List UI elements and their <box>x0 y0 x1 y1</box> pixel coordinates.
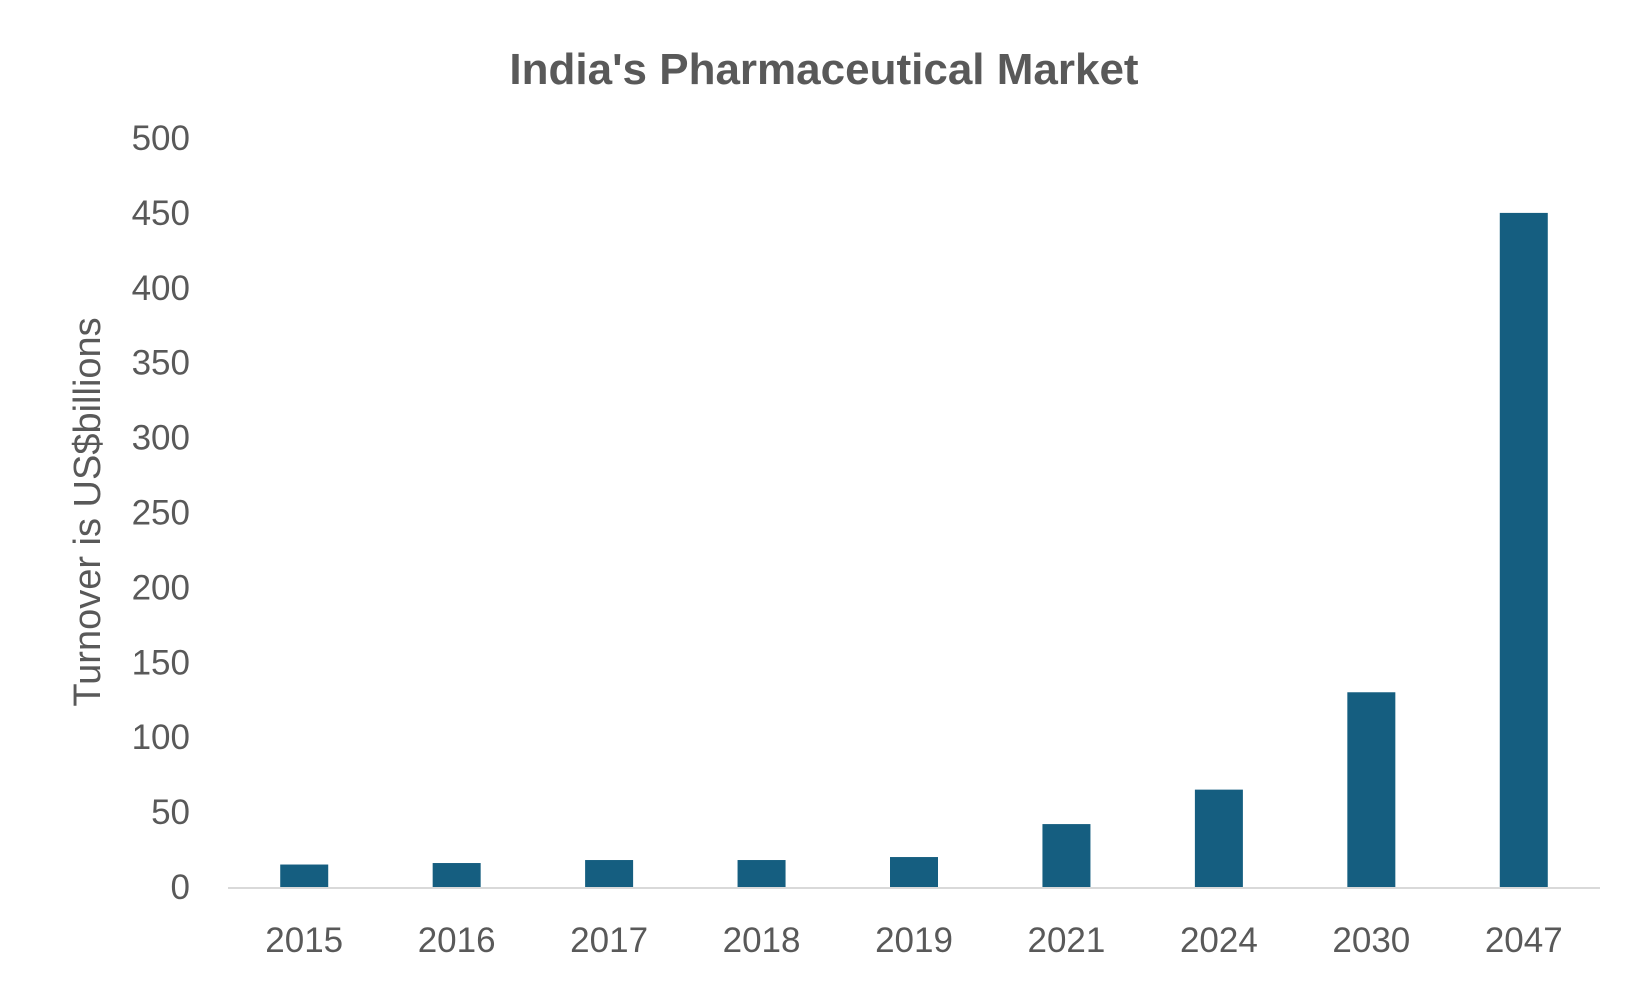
x-tick-label: 2017 <box>570 921 648 960</box>
bar-2015 <box>280 864 329 887</box>
y-tick-label: 0 <box>171 868 190 907</box>
bar-2024 <box>1194 789 1243 887</box>
x-tick-label: 2018 <box>723 921 801 960</box>
y-tick-label: 400 <box>132 269 190 308</box>
y-tick-label: 450 <box>132 194 190 233</box>
bar-2017 <box>585 860 634 887</box>
y-tick-label: 250 <box>132 494 190 533</box>
y-axis-label: Turnover is US$billions <box>67 317 109 706</box>
bar-2016 <box>432 863 481 887</box>
y-tick-label: 300 <box>132 419 190 458</box>
y-tick-label: 500 <box>132 119 190 158</box>
x-tick-label: 2021 <box>1028 921 1106 960</box>
bar-2030 <box>1347 692 1396 887</box>
bar-2019 <box>890 857 938 887</box>
y-tick-label: 200 <box>132 568 190 607</box>
y-tick-label: 150 <box>132 643 190 682</box>
y-tick-label: 50 <box>151 793 190 832</box>
y-tick-label: 350 <box>132 344 190 383</box>
bar-2018 <box>737 860 786 887</box>
y-tick-label: 100 <box>132 718 190 757</box>
x-axis-ticks: 2015 2016 2017 2018 2019 2021 2024 2030 2047 <box>265 921 1562 960</box>
bars-group <box>280 212 1548 887</box>
x-tick-label: 2016 <box>418 921 496 960</box>
x-tick-label: 2024 <box>1180 921 1258 960</box>
bar-2021 <box>1042 824 1091 887</box>
x-tick-label: 2030 <box>1332 921 1410 960</box>
x-tick-label: 2047 <box>1485 921 1563 960</box>
x-tick-label: 2015 <box>265 921 343 960</box>
y-axis-ticks: 0 50 100 150 200 250 300 350 400 450 500 <box>132 119 190 907</box>
bar-2047 <box>1499 212 1548 887</box>
x-tick-label: 2019 <box>875 921 953 960</box>
chart-title: India's Pharmaceutical Market <box>509 45 1139 94</box>
